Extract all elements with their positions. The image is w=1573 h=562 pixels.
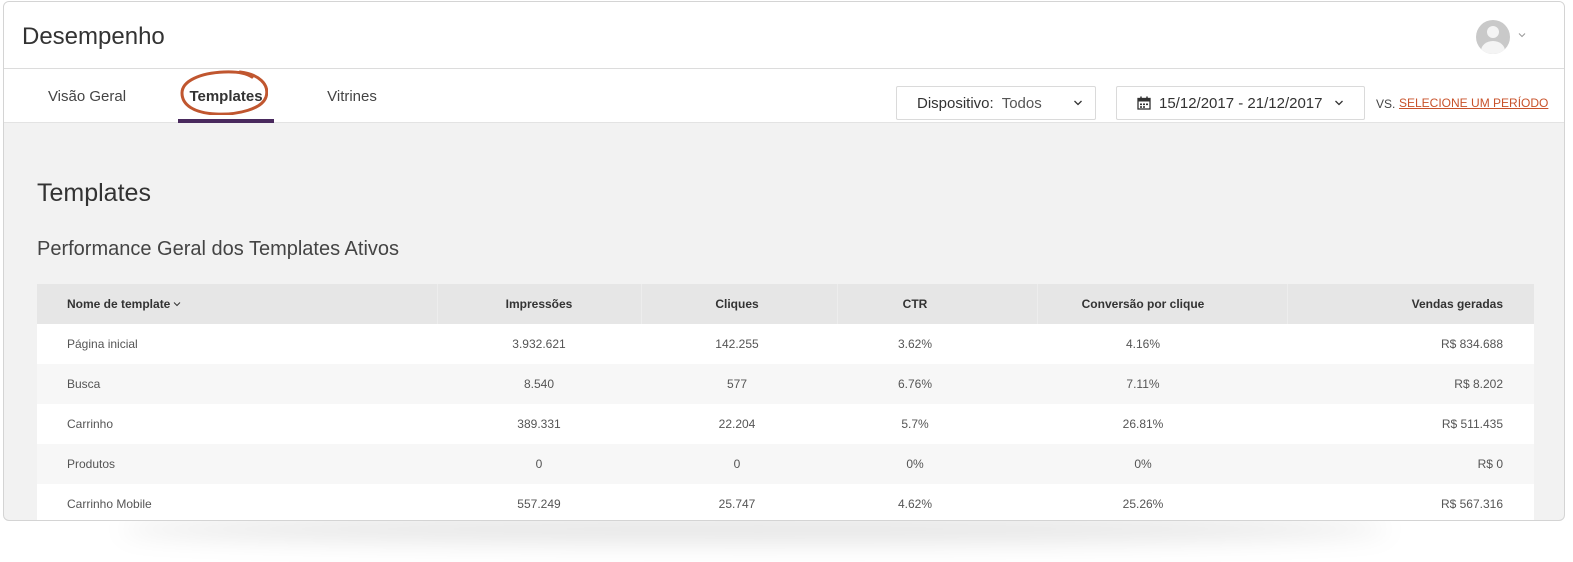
tab-label: Templates: [189, 87, 263, 105]
table-row[interactable]: Carrinho 389.331 22.204 5.7% 26.81% R$ 5…: [37, 404, 1534, 444]
header-template-name[interactable]: Nome de template: [67, 284, 447, 324]
table-row[interactable]: Carrinho Mobile 557.249 25.747 4.62% 25.…: [37, 484, 1534, 520]
column-divider: [437, 284, 438, 324]
section-title: Performance Geral dos Templates Ativos: [37, 238, 400, 260]
vs-label: VS.: [1376, 97, 1396, 111]
cell-conversion: 0%: [1134, 457, 1152, 471]
chevron-down-icon: [1074, 100, 1082, 106]
cell-conversion: 26.81%: [1122, 417, 1164, 431]
cell-clicks: 577: [726, 377, 748, 391]
tab-label: Visão Geral: [47, 87, 127, 105]
column-divider: [641, 284, 642, 324]
header-label: Nome de template: [67, 297, 171, 311]
cell-clicks: 25.747: [718, 497, 756, 511]
templates-table: Nome de template Impressões Cliques CTR …: [37, 284, 1534, 520]
cell-ctr: 5.7%: [901, 417, 929, 431]
date-range-value: 15/12/2017 - 21/12/2017: [1159, 94, 1323, 112]
cell-clicks: 0: [733, 457, 741, 471]
column-divider: [1037, 284, 1038, 324]
table-row[interactable]: Página inicial 3.932.621 142.255 3.62% 4…: [37, 324, 1534, 364]
header-conversion[interactable]: Conversão por clique: [1081, 297, 1205, 311]
app-title: Desempenho: [22, 23, 165, 50]
column-divider: [837, 284, 838, 324]
cell-template-name: Página inicial: [67, 337, 138, 351]
nav-bar: Visão Geral Templates Vitrines Dispositi…: [4, 69, 1564, 123]
header-ctr[interactable]: CTR: [902, 297, 928, 311]
calendar-icon: [1137, 96, 1151, 110]
table-row[interactable]: Produtos 0 0 0% 0% R$ 0: [37, 444, 1534, 484]
cell-ctr: 0%: [906, 457, 924, 471]
header-impressions[interactable]: Impressões: [505, 297, 573, 311]
cell-impressions: 8.540: [523, 377, 555, 391]
device-value: Todos: [1001, 94, 1042, 112]
cell-sales: R$ 834.688: [1440, 337, 1503, 351]
select-period-link[interactable]: SELECIONE UM PERÍODO: [1399, 96, 1549, 110]
cell-template-name: Produtos: [67, 457, 116, 471]
tab-label: Vitrines: [327, 87, 377, 105]
device-label: Dispositivo:: [917, 94, 994, 112]
cell-impressions: 389.331: [517, 417, 561, 431]
tab-vitrines[interactable]: Vitrines: [304, 69, 400, 123]
cell-template-name: Busca: [67, 377, 101, 391]
cell-ctr: 4.62%: [897, 497, 933, 511]
cell-impressions: 0: [535, 457, 543, 471]
cell-impressions: 557.249: [517, 497, 561, 511]
cell-sales: R$ 511.435: [1441, 417, 1503, 431]
active-tab-underline: [178, 119, 274, 123]
cell-sales: R$ 8.202: [1454, 377, 1503, 391]
cell-clicks: 22.204: [718, 417, 756, 431]
cell-ctr: 3.62%: [897, 337, 933, 351]
tab-templates[interactable]: Templates: [178, 69, 274, 123]
main-content: Templates Performance Geral dos Template…: [4, 124, 1564, 520]
app-window: Desempenho Visão Geral Templates Vitrine…: [3, 1, 1565, 521]
cell-impressions: 3.932.621: [512, 337, 566, 351]
header-clicks[interactable]: Cliques: [715, 297, 759, 311]
header-sales[interactable]: Vendas geradas: [1411, 297, 1503, 311]
cell-conversion: 7.11%: [1126, 377, 1160, 391]
sort-down-icon: [174, 302, 181, 307]
cell-sales: R$ 567.316: [1440, 497, 1503, 511]
cell-template-name: Carrinho Mobile: [67, 497, 152, 511]
user-avatar-icon[interactable]: [1476, 20, 1510, 54]
cell-conversion: 25.26%: [1122, 497, 1164, 511]
table-row[interactable]: Busca 8.540 577 6.76% 7.11% R$ 8.202: [37, 364, 1534, 404]
column-divider: [1287, 284, 1288, 324]
cell-template-name: Carrinho: [67, 417, 114, 431]
table-header: Nome de template Impressões Cliques CTR …: [37, 284, 1534, 324]
cell-clicks: 142.255: [715, 337, 759, 351]
cell-conversion: 4.16%: [1125, 337, 1161, 351]
device-select[interactable]: Dispositivo: Todos: [896, 86, 1096, 120]
chevron-down-icon[interactable]: [1518, 31, 1526, 39]
date-range-select[interactable]: 15/12/2017 - 21/12/2017: [1116, 86, 1365, 120]
top-bar: Desempenho: [4, 2, 1564, 69]
cell-ctr: 6.76%: [897, 377, 933, 391]
page-title: Templates: [37, 179, 151, 207]
chevron-down-icon: [1335, 100, 1343, 106]
cell-sales: R$ 0: [1477, 457, 1503, 471]
tab-visao-geral[interactable]: Visão Geral: [32, 69, 142, 123]
